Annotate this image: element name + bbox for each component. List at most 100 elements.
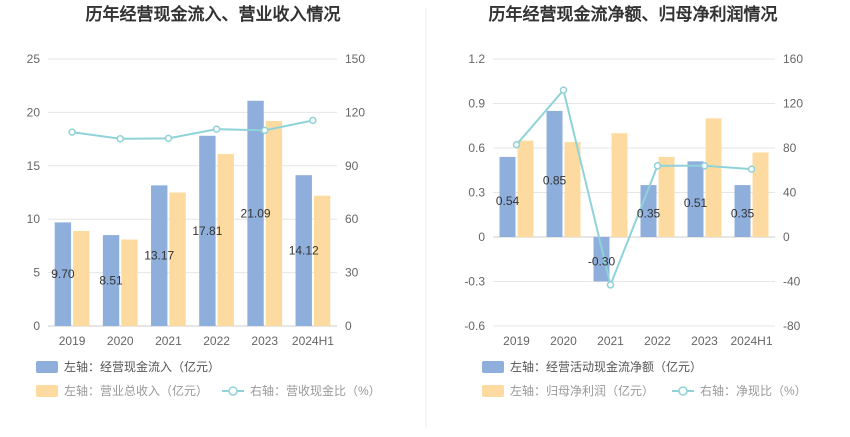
bar-primary — [687, 161, 704, 237]
bar-data-label: 0.35 — [637, 207, 661, 221]
bar-data-label: -0.30 — [588, 255, 616, 269]
category-tick-label: 2021 — [597, 334, 624, 348]
category-tick-label: 2019 — [503, 334, 530, 348]
ratio-point — [116, 134, 124, 143]
bar-secondary — [705, 118, 722, 237]
left-axis-tick-label: 0 — [33, 319, 40, 333]
ratio-line — [71, 119, 314, 140]
chart-title: 历年经营现金流净额、归母净利润情况 — [489, 4, 778, 24]
bar-secondary — [121, 239, 138, 326]
bar-primary — [199, 135, 216, 326]
legend-swatch-marker — [678, 386, 688, 396]
ratio-point — [68, 128, 76, 136]
bar-data-label: 0.51 — [684, 196, 708, 210]
bar-data-label: 0.54 — [496, 194, 520, 208]
left-axis-tick-label: 0.3 — [468, 186, 485, 200]
ratio-point — [747, 165, 756, 173]
bar-primary — [247, 100, 264, 327]
ratio-point — [653, 162, 662, 170]
category-tick-label: 2020 — [550, 334, 577, 348]
left-axis-tick-label: 1.2 — [468, 52, 485, 66]
bar-secondary — [313, 195, 331, 326]
bar-primary — [499, 156, 516, 237]
left-axis-tick-label: 15 — [27, 159, 41, 173]
bar-primary — [151, 185, 168, 326]
legend-label: 左轴：经营现金流入（亿元） — [64, 359, 220, 374]
right-axis-tick-label: -80 — [783, 319, 801, 333]
category-tick-label: 2021 — [155, 334, 182, 348]
bar-primary — [295, 175, 312, 326]
ratio-point — [212, 125, 221, 133]
bar-data-label: 21.09 — [241, 206, 271, 220]
legend-swatch-marker — [228, 386, 238, 396]
bar-primary — [102, 235, 120, 326]
left-axis-tick-label: 0.6 — [468, 141, 485, 155]
left-axis-tick-label: 0 — [478, 230, 485, 244]
bar-secondary — [217, 154, 234, 326]
bar-secondary — [169, 192, 186, 326]
bar-secondary — [611, 133, 628, 237]
right-axis-tick-label: 80 — [783, 141, 797, 155]
category-tick-label: 2019 — [59, 334, 86, 348]
category-tick-label: 2022 — [644, 334, 671, 348]
legend-swatch — [36, 361, 58, 373]
bar-secondary — [564, 142, 581, 237]
ratio-line — [515, 88, 752, 289]
legend-label: 左轴：经营活动现金流净额（亿元） — [510, 359, 702, 374]
right-axis-tick-label: 120 — [345, 105, 365, 119]
ratio-point — [606, 281, 615, 289]
right-axis-tick-label: 150 — [345, 52, 365, 66]
bar-secondary — [73, 230, 90, 326]
legend-label: 右轴：净现比（%） — [700, 383, 807, 398]
legend-label: 左轴：归母净利润（亿元） — [510, 383, 654, 398]
category-tick-label: 2020 — [107, 334, 134, 348]
right-axis-tick-label: -40 — [783, 275, 801, 289]
left-axis-tick-label: 20 — [27, 105, 41, 119]
bar-primary — [734, 185, 751, 237]
right-axis-tick-label: 90 — [345, 159, 359, 173]
bar-primary — [546, 110, 563, 237]
legend-swatch — [482, 385, 504, 397]
chart-title: 历年经营现金流入、营业收入情况 — [86, 4, 341, 24]
bar-data-label: 0.35 — [731, 207, 755, 221]
legend-swatch — [482, 361, 504, 373]
bar-secondary — [752, 152, 769, 237]
bar-data-label: 13.17 — [144, 249, 174, 263]
bar-primary — [54, 222, 72, 326]
left-axis-tick-label: 25 — [27, 52, 41, 66]
bar-data-label: 8.51 — [99, 274, 123, 288]
left-axis-tick-label: -0.3 — [464, 275, 485, 289]
legend-swatch — [36, 385, 58, 397]
right-axis-tick-label: 0 — [783, 230, 790, 244]
chart-panel-net-cashflow-profit: 历年经营现金流净额、归母净利润情况 -0.6 -80 -0.3 -40 0 0 0.3 40 0.… — [464, 4, 806, 398]
ratio-point — [559, 86, 568, 94]
legend-label: 左轴：营业总收入（亿元） — [64, 383, 208, 398]
bar-data-label: 9.70 — [51, 267, 75, 281]
category-tick-label: 2024H1 — [292, 334, 334, 348]
bar-secondary — [265, 120, 283, 326]
bar-primary — [593, 237, 610, 282]
ratio-point — [309, 116, 317, 125]
category-tick-label: 2023 — [691, 334, 718, 348]
right-axis-tick-label: 30 — [345, 266, 359, 280]
right-axis-tick-label: 120 — [783, 97, 803, 111]
left-axis-tick-label: -0.6 — [464, 319, 485, 333]
category-tick-label: 2024H1 — [730, 334, 772, 348]
right-axis-tick-label: 0 — [345, 319, 352, 333]
right-axis-tick-label: 60 — [345, 212, 359, 226]
left-axis-tick-label: 5 — [33, 266, 40, 280]
category-tick-label: 2023 — [251, 334, 278, 348]
right-axis-tick-label: 40 — [783, 186, 797, 200]
ratio-point — [164, 134, 173, 143]
legend-label: 右轴：营收现金比（%） — [250, 383, 381, 398]
bar-secondary — [517, 140, 534, 237]
left-axis-tick-label: 10 — [27, 212, 41, 226]
category-tick-label: 2022 — [203, 334, 230, 348]
bar-secondary — [658, 156, 675, 237]
ratio-point — [700, 162, 709, 170]
bar-data-label: 17.81 — [192, 224, 222, 238]
bar-data-label: 14.12 — [289, 244, 319, 258]
right-axis-tick-label: 160 — [783, 52, 803, 66]
